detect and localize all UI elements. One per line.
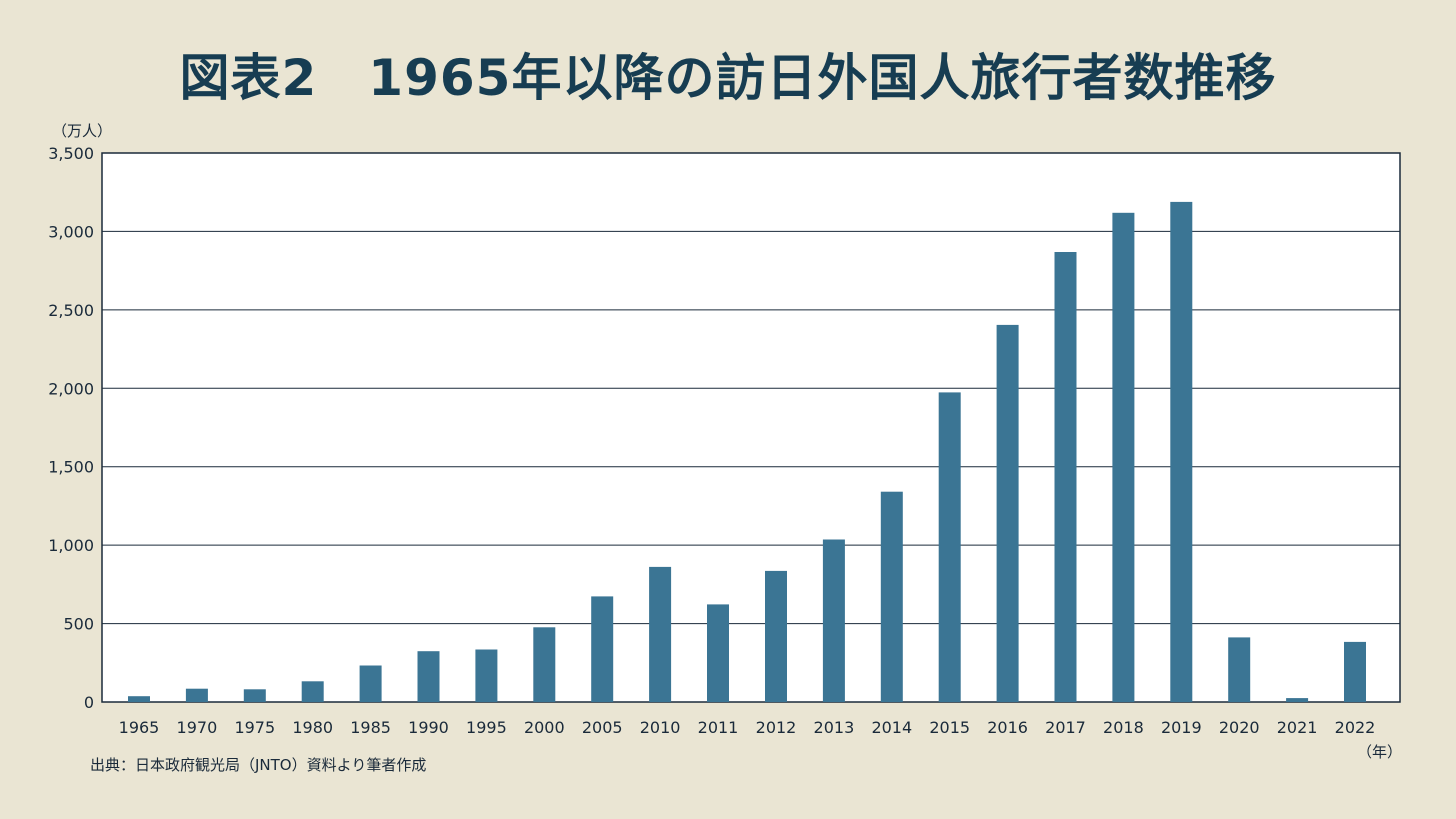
x-tick-label: 2012 xyxy=(756,718,797,737)
bar-2005 xyxy=(591,596,614,702)
x-tick-label: 1965 xyxy=(119,718,160,737)
y-tick-label: 0 xyxy=(84,693,94,712)
x-axis-unit-label: （年） xyxy=(1356,743,1402,761)
y-tick-label: 1,000 xyxy=(48,536,94,555)
plot-area xyxy=(101,152,1401,703)
bar-1980 xyxy=(301,681,324,702)
x-tick-label: 2014 xyxy=(871,718,912,737)
source-note: 出典：日本政府観光局（JNTO）資料より筆者作成 xyxy=(90,756,427,774)
x-tick-label: 1970 xyxy=(177,718,218,737)
x-tick-label: 2018 xyxy=(1103,718,1144,737)
bar-2022 xyxy=(1344,641,1366,702)
bar-2016 xyxy=(996,324,1019,702)
x-tick-label: 2005 xyxy=(582,718,623,737)
x-tick-label: 1995 xyxy=(466,718,507,737)
x-tick-label: 2019 xyxy=(1161,718,1202,737)
chart-title: 図表2 1965年以降の訪日外国人旅行者数推移 xyxy=(179,49,1277,107)
y-tick-label: 1,500 xyxy=(48,458,94,477)
bar-2014 xyxy=(880,491,903,702)
x-tick-label: 2022 xyxy=(1335,718,1376,737)
bar-2012 xyxy=(765,570,787,702)
y-axis-ticks: 0 500 1,000 1,500 2,000 2,500 3,000 3,500 xyxy=(48,144,94,712)
x-axis-ticks: 1965 1970 1975 1980 1985 1990 1995 2000 2005 2010… xyxy=(119,718,1376,737)
bar-2015 xyxy=(938,392,961,702)
x-tick-label: 2021 xyxy=(1277,718,1318,737)
bar-2013 xyxy=(822,539,845,702)
x-tick-label: 2000 xyxy=(524,718,565,737)
bar-1985 xyxy=(359,665,382,702)
x-tick-label: 1980 xyxy=(292,718,333,737)
bar-2019 xyxy=(1170,201,1193,702)
bar-2011 xyxy=(707,604,729,702)
x-tick-label: 2011 xyxy=(698,718,739,737)
x-tick-label: 2017 xyxy=(1045,718,1086,737)
bars xyxy=(128,201,1366,703)
x-tick-label: 2010 xyxy=(640,718,681,737)
x-tick-label: 1990 xyxy=(408,718,449,737)
bar-2018 xyxy=(1112,212,1135,703)
bar-1975 xyxy=(243,689,266,702)
bar-2017 xyxy=(1054,252,1077,702)
bar-1970 xyxy=(185,688,208,702)
bar-2010 xyxy=(649,566,672,702)
y-axis-unit-label: （万人） xyxy=(52,122,113,140)
x-tick-label: 2016 xyxy=(987,718,1028,737)
y-tick-label: 3,500 xyxy=(48,144,94,163)
bar-1995 xyxy=(475,649,498,702)
bar-2021 xyxy=(1286,698,1309,702)
x-tick-label: 2015 xyxy=(929,718,970,737)
x-tick-label: 2013 xyxy=(814,718,855,737)
y-tick-label: 3,000 xyxy=(48,222,94,241)
bar-2020 xyxy=(1228,637,1251,702)
bar-1990 xyxy=(417,651,440,702)
x-tick-label: 2020 xyxy=(1219,718,1260,737)
bar-2000 xyxy=(533,627,556,702)
y-tick-label: 2,500 xyxy=(48,301,94,320)
y-tick-label: 2,000 xyxy=(48,379,94,398)
y-tick-label: 500 xyxy=(63,615,94,634)
x-tick-label: 1975 xyxy=(234,718,275,737)
bar-1965 xyxy=(128,696,150,702)
x-tick-label: 1985 xyxy=(350,718,391,737)
